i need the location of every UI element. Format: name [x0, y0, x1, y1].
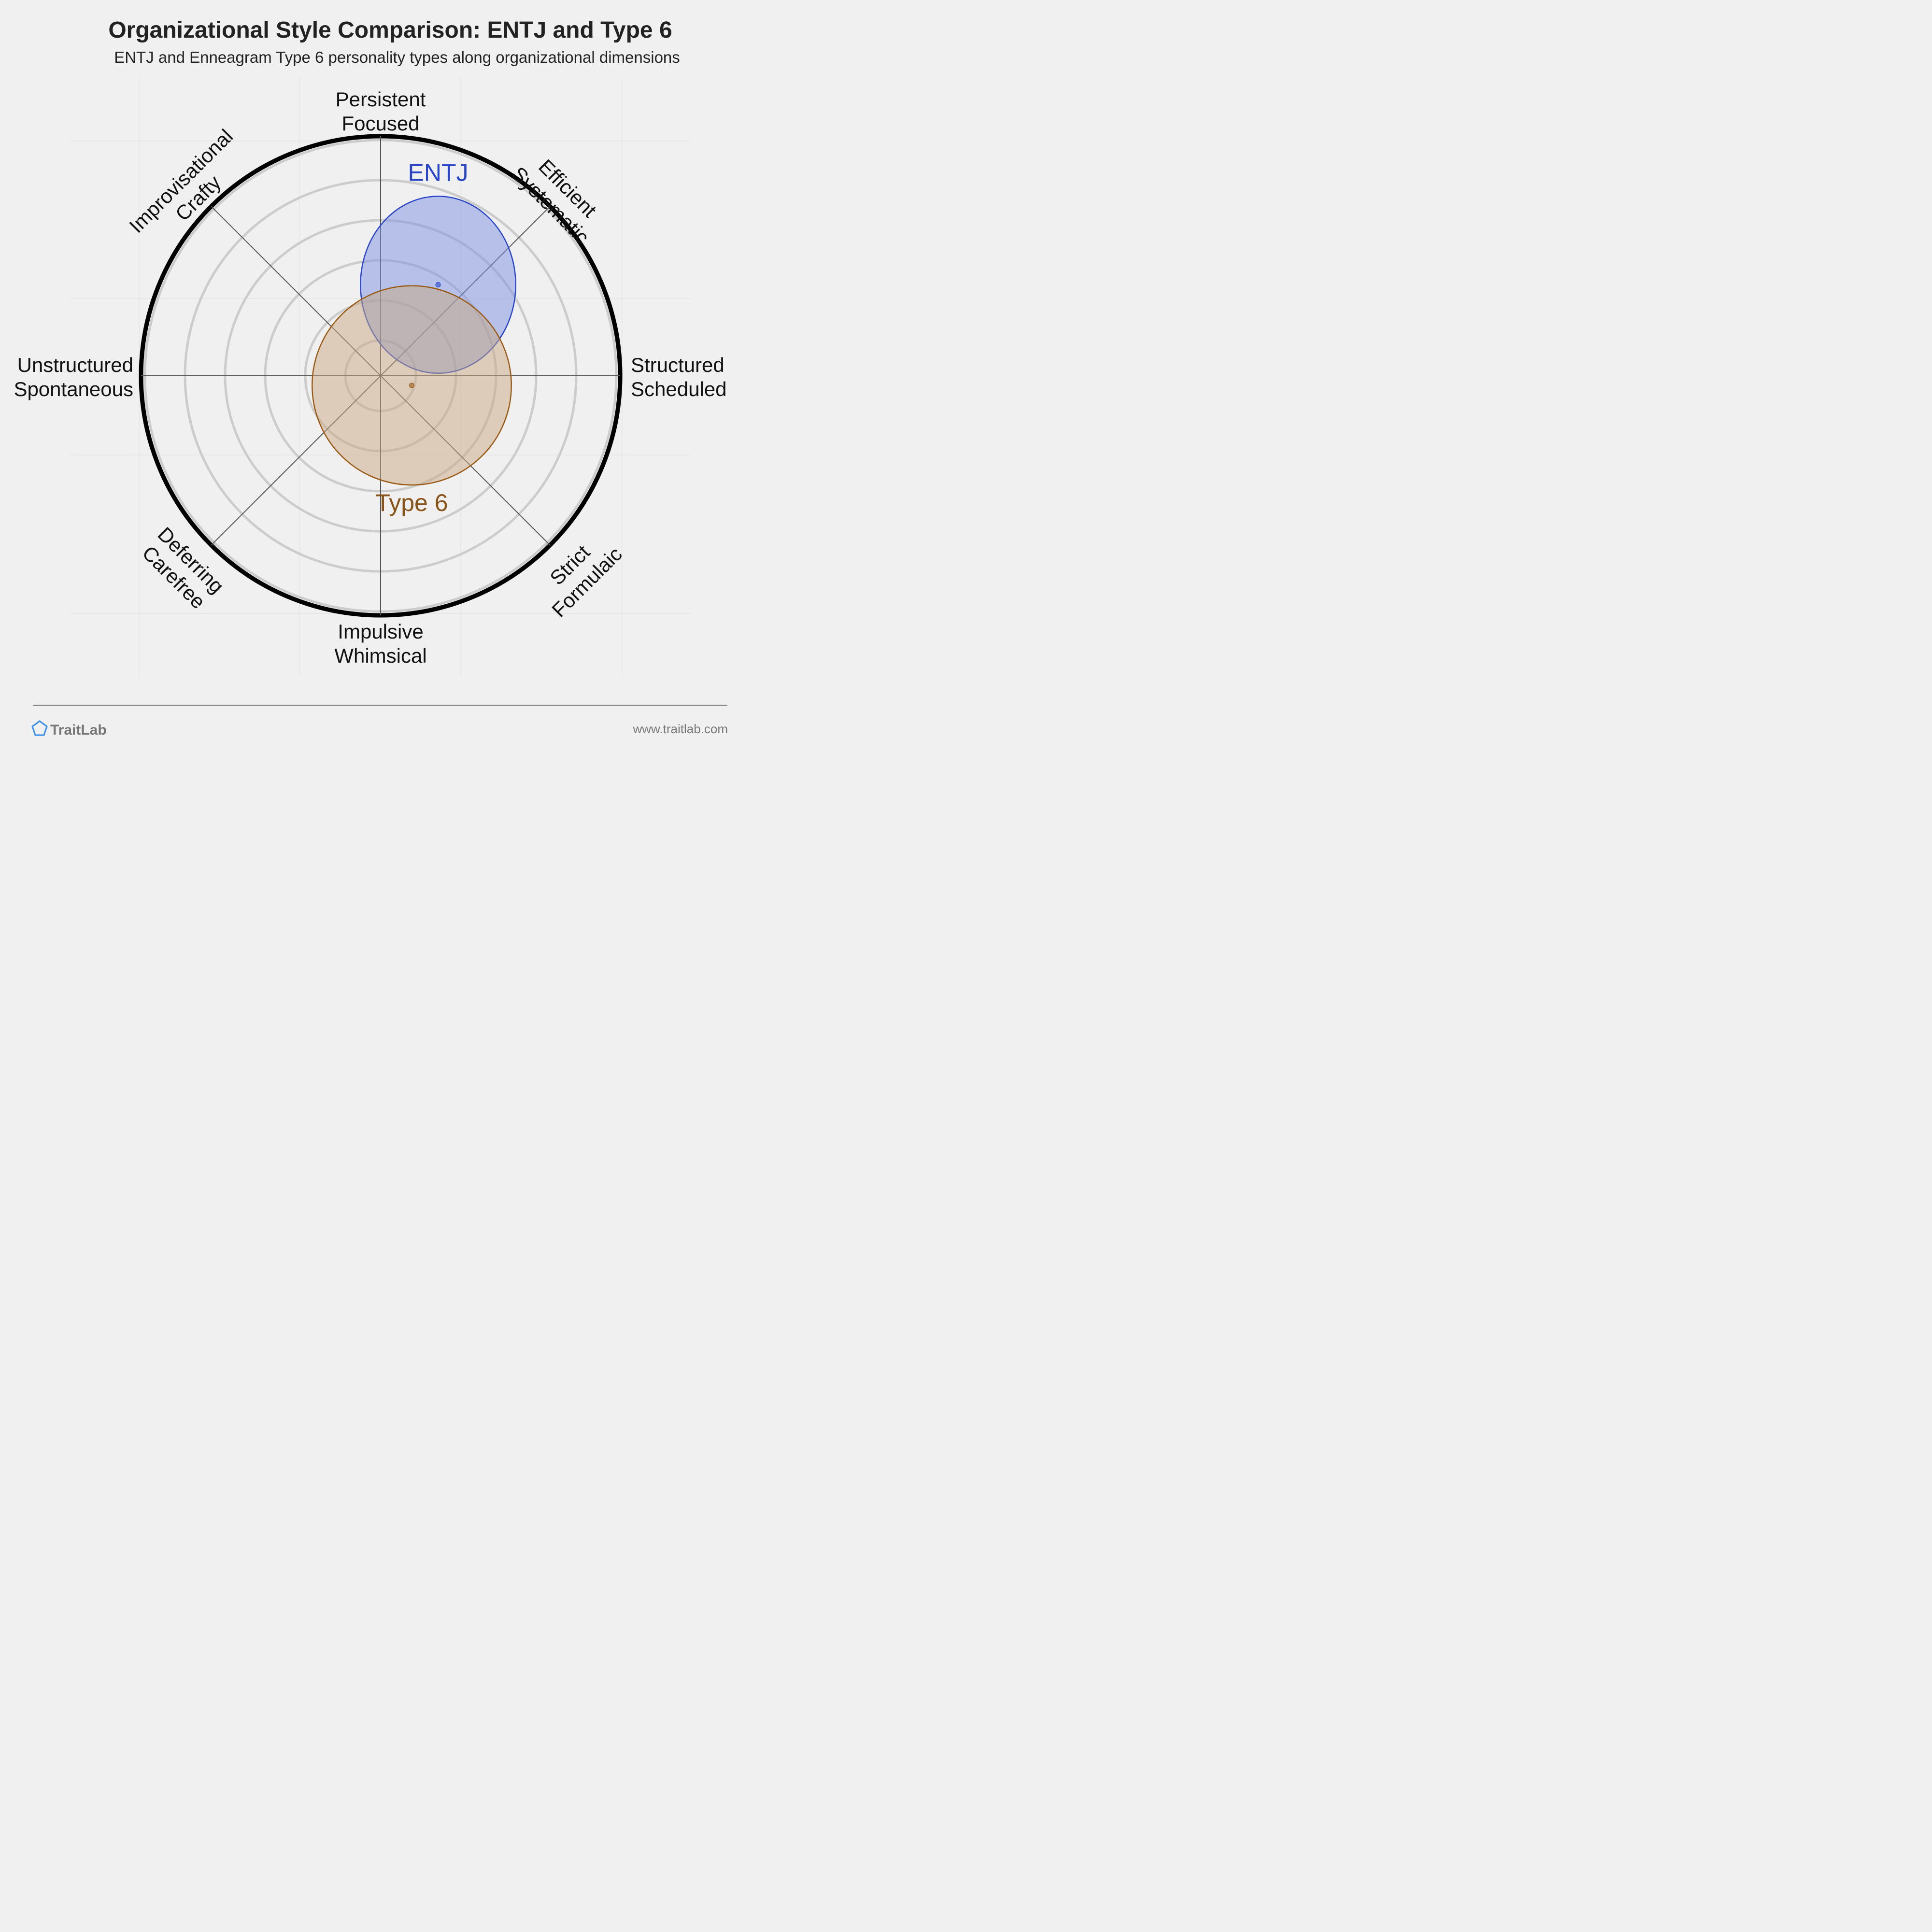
axis-label-line: Spontaneous — [14, 378, 133, 400]
axis-label-line: Scheduled — [631, 378, 727, 400]
axis-label-line: Whimsical — [334, 644, 426, 667]
center-point-entj — [435, 282, 441, 288]
axis-label-line: Structured — [631, 354, 724, 376]
footer-url[interactable]: www.traitlab.com — [633, 722, 728, 736]
axis-label-line: Persistent — [336, 88, 426, 111]
center-point-type6 — [409, 383, 414, 388]
pentagon-icon — [31, 720, 48, 736]
chart-subtitle: ENTJ and Enneagram Type 6 personality ty… — [114, 48, 680, 66]
axis-label-line: Unstructured — [17, 354, 133, 376]
axis-label-line: Focused — [341, 112, 419, 135]
chart-title: Organizational Style Comparison: ENTJ an… — [108, 17, 672, 43]
chart: Organizational Style Comparison: ENTJ an… — [14, 17, 728, 738]
series-label-type6: Type 6 — [375, 489, 448, 516]
series-label-entj: ENTJ — [408, 159, 469, 186]
footer-brand: TraitLab — [50, 722, 107, 738]
axis-label-line: Impulsive — [338, 620, 423, 643]
series-layer: ENTJ Type 6 — [311, 159, 516, 516]
axis-labels: PersistentFocusedEfficientSystematicStru… — [14, 88, 726, 667]
axis-label-line: Improvisational — [125, 125, 237, 237]
